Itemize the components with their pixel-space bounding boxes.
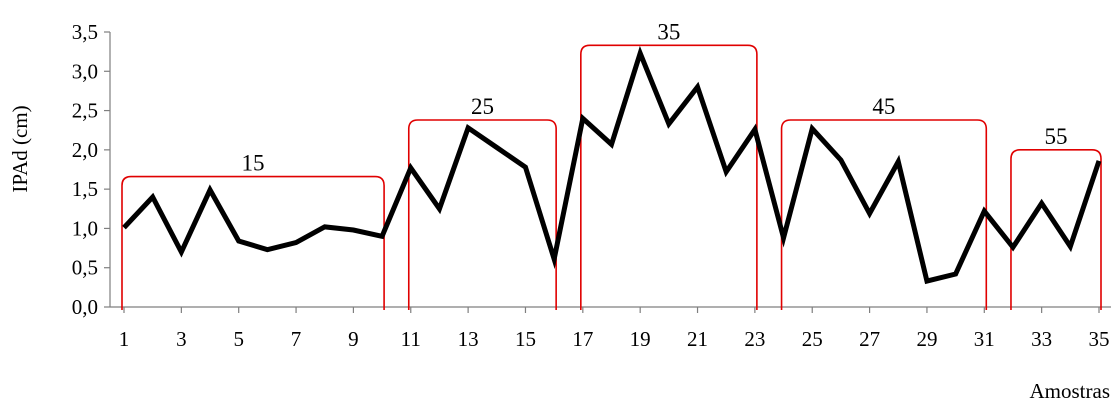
y-tick-label: 3,5	[72, 20, 98, 44]
x-tick-label: 25	[802, 327, 823, 351]
x-tick-label: 9	[348, 327, 359, 351]
x-tick-label: 35	[1089, 327, 1110, 351]
group-label: 35	[657, 19, 680, 44]
x-tick-label: 19	[630, 327, 651, 351]
axes	[104, 31, 1111, 313]
group-bracket	[121, 175, 385, 310]
group-label: 15	[242, 151, 265, 176]
x-tick-label: 7	[291, 327, 302, 351]
x-tick-label: 15	[515, 327, 536, 351]
x-tick-label: 29	[916, 327, 937, 351]
group-bracket	[407, 119, 557, 310]
y-tick-label: 0,5	[72, 256, 98, 280]
group-brackets: 15 25 35 45 55	[121, 19, 1102, 310]
x-tick-label: 1	[119, 327, 130, 351]
series-line	[122, 45, 1102, 285]
x-tick-label: 5	[233, 327, 244, 351]
y-axis-title: IPAd (cm)	[8, 105, 32, 192]
x-tick-label: 21	[687, 327, 708, 351]
x-tick-label: 11	[401, 327, 421, 351]
x-tick-label: 3	[176, 327, 187, 351]
x-tick-label: 27	[859, 327, 880, 351]
group-bracket	[580, 44, 758, 310]
y-tick-label: 2,5	[72, 99, 98, 123]
group-bracket	[780, 119, 988, 310]
x-axis-title: Amostras	[1030, 379, 1111, 403]
group-label: 55	[1044, 124, 1067, 149]
group-label: 25	[471, 94, 494, 119]
y-tick-label: 0,0	[72, 295, 98, 319]
x-tick-label: 23	[744, 327, 765, 351]
y-tick-label: 1,0	[72, 216, 98, 240]
group-label: 45	[872, 94, 895, 119]
group-bracket	[1010, 149, 1102, 310]
x-tick-label: 33	[1031, 327, 1052, 351]
y-tick-label: 3,0	[72, 59, 98, 83]
tick-labels: 0,00,51,01,52,02,53,03,51 3 5 7 9 11 13 15 17 19 2…	[72, 20, 1110, 351]
series-polyline	[122, 45, 1102, 285]
x-tick-label: 17	[572, 327, 593, 351]
y-tick-label: 2,0	[72, 138, 98, 162]
x-tick-label: 31	[974, 327, 995, 351]
y-tick-label: 1,5	[72, 177, 98, 201]
x-tick-label: 13	[458, 327, 479, 351]
